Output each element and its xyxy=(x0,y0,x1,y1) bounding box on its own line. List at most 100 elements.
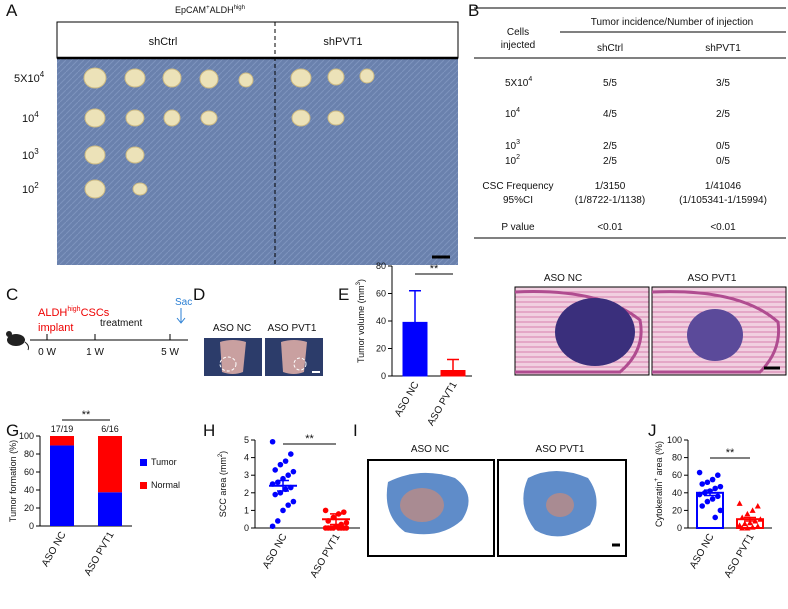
tumor xyxy=(687,309,743,361)
panel-label: C xyxy=(6,285,18,304)
significance: ** xyxy=(82,409,91,421)
time-label: 0 W xyxy=(38,347,56,358)
panel-label: B xyxy=(468,1,479,20)
point xyxy=(744,510,751,517)
bar xyxy=(402,321,428,377)
cell: (1/8722-1/1138) xyxy=(575,195,645,206)
point xyxy=(330,514,337,521)
point xyxy=(288,451,294,457)
cell: 0/5 xyxy=(716,156,730,167)
point xyxy=(275,479,281,486)
y-tick-label: 4 xyxy=(244,453,249,463)
point xyxy=(272,467,279,473)
group-label: ASO PVT1 xyxy=(536,444,585,455)
legend-swatch xyxy=(140,459,147,466)
y-axis-label: Tumor volume (mm3) xyxy=(356,279,366,363)
row-label: 95%CI xyxy=(503,195,533,206)
y-tick-label: 20 xyxy=(672,505,682,515)
y-tick-label: 60 xyxy=(376,289,386,299)
text: 10 xyxy=(22,184,34,196)
cell: <0.01 xyxy=(710,222,736,233)
time-label: 1 W xyxy=(86,347,104,358)
panel-d: D ASO NC ASO PVT1 xyxy=(193,285,323,376)
header: Tumor incidence/Number of injection xyxy=(591,17,753,28)
treatment-label: treatment xyxy=(100,318,142,329)
legend-swatch xyxy=(140,482,147,489)
point xyxy=(269,438,276,445)
photo xyxy=(57,58,458,265)
text: ALDH xyxy=(210,5,234,15)
y-tick-label: 20 xyxy=(376,344,386,354)
panel-label: J xyxy=(648,421,657,440)
point xyxy=(325,525,332,531)
text: 2 xyxy=(516,154,520,161)
point xyxy=(704,498,711,505)
group-label: shCtrl xyxy=(149,36,178,48)
panel-c: C ALDHhighCSCs implant treatment Sac 0 W… xyxy=(6,285,192,358)
cell: 4/5 xyxy=(603,109,617,120)
bar-segment xyxy=(98,492,122,526)
point xyxy=(747,519,753,526)
y-tick-label: 3 xyxy=(244,470,249,480)
legend-label: Tumor xyxy=(151,457,177,467)
text: + xyxy=(206,5,210,11)
point xyxy=(704,479,711,486)
row-label: 102 xyxy=(505,154,520,167)
point xyxy=(717,483,724,490)
x-tick-label: ASO NC xyxy=(40,530,69,569)
text: ) xyxy=(218,451,228,454)
point xyxy=(696,469,703,476)
cell: (1/105341-1/15994) xyxy=(679,195,767,206)
point xyxy=(269,523,276,530)
text: ALDH xyxy=(38,307,67,319)
header: injected xyxy=(501,40,535,51)
point xyxy=(285,502,292,508)
outline xyxy=(219,356,237,372)
cell: 1/3150 xyxy=(595,181,626,192)
point xyxy=(709,476,716,483)
point xyxy=(288,484,294,491)
mouse-icon xyxy=(6,331,30,351)
panel-label: E xyxy=(338,285,349,304)
header: Cells xyxy=(507,27,529,38)
text: high xyxy=(234,5,245,11)
text: 3 xyxy=(34,147,39,156)
text: EpCAM xyxy=(175,5,206,15)
point xyxy=(757,516,764,522)
header: shCtrl xyxy=(597,43,623,54)
row-label: 104 xyxy=(22,110,39,125)
annotation: 6/16 xyxy=(101,424,119,434)
text: area (%) xyxy=(654,441,664,478)
cell: 0/5 xyxy=(716,141,730,152)
x-tick-label: ASO PVT1 xyxy=(426,380,460,428)
tumors xyxy=(83,67,375,199)
group-label: ASO PVT1 xyxy=(268,323,317,334)
point xyxy=(285,472,292,479)
error-bar xyxy=(447,358,459,371)
sac-label: Sac xyxy=(175,297,192,308)
time-label: 5 W xyxy=(161,347,179,358)
text: 10 xyxy=(505,141,517,152)
y-tick-label: 1 xyxy=(244,505,249,515)
y-axis-label: Cytokeratin+ area (%) xyxy=(654,441,664,527)
panel-f: F ASO NC ASO PVT1 xyxy=(514,273,787,376)
group-label: shPVT1 xyxy=(323,36,362,48)
error-bar xyxy=(409,290,421,323)
cell: 2/5 xyxy=(603,156,617,167)
point xyxy=(754,503,761,509)
bar-segment xyxy=(50,445,74,526)
text: ) xyxy=(356,279,366,282)
text: 3 xyxy=(356,281,362,285)
point xyxy=(275,518,281,524)
row-label: 103 xyxy=(22,147,39,162)
significance: ** xyxy=(726,447,735,459)
text: 4 xyxy=(528,76,532,83)
group-label: ASO PVT1 xyxy=(688,273,737,284)
point xyxy=(741,520,748,527)
text: 5X10 xyxy=(14,73,40,85)
panel-label: D xyxy=(193,285,205,304)
x-tick-label: ASO NC xyxy=(261,532,290,571)
text: SCC area (mm xyxy=(218,457,228,517)
point xyxy=(702,490,708,496)
